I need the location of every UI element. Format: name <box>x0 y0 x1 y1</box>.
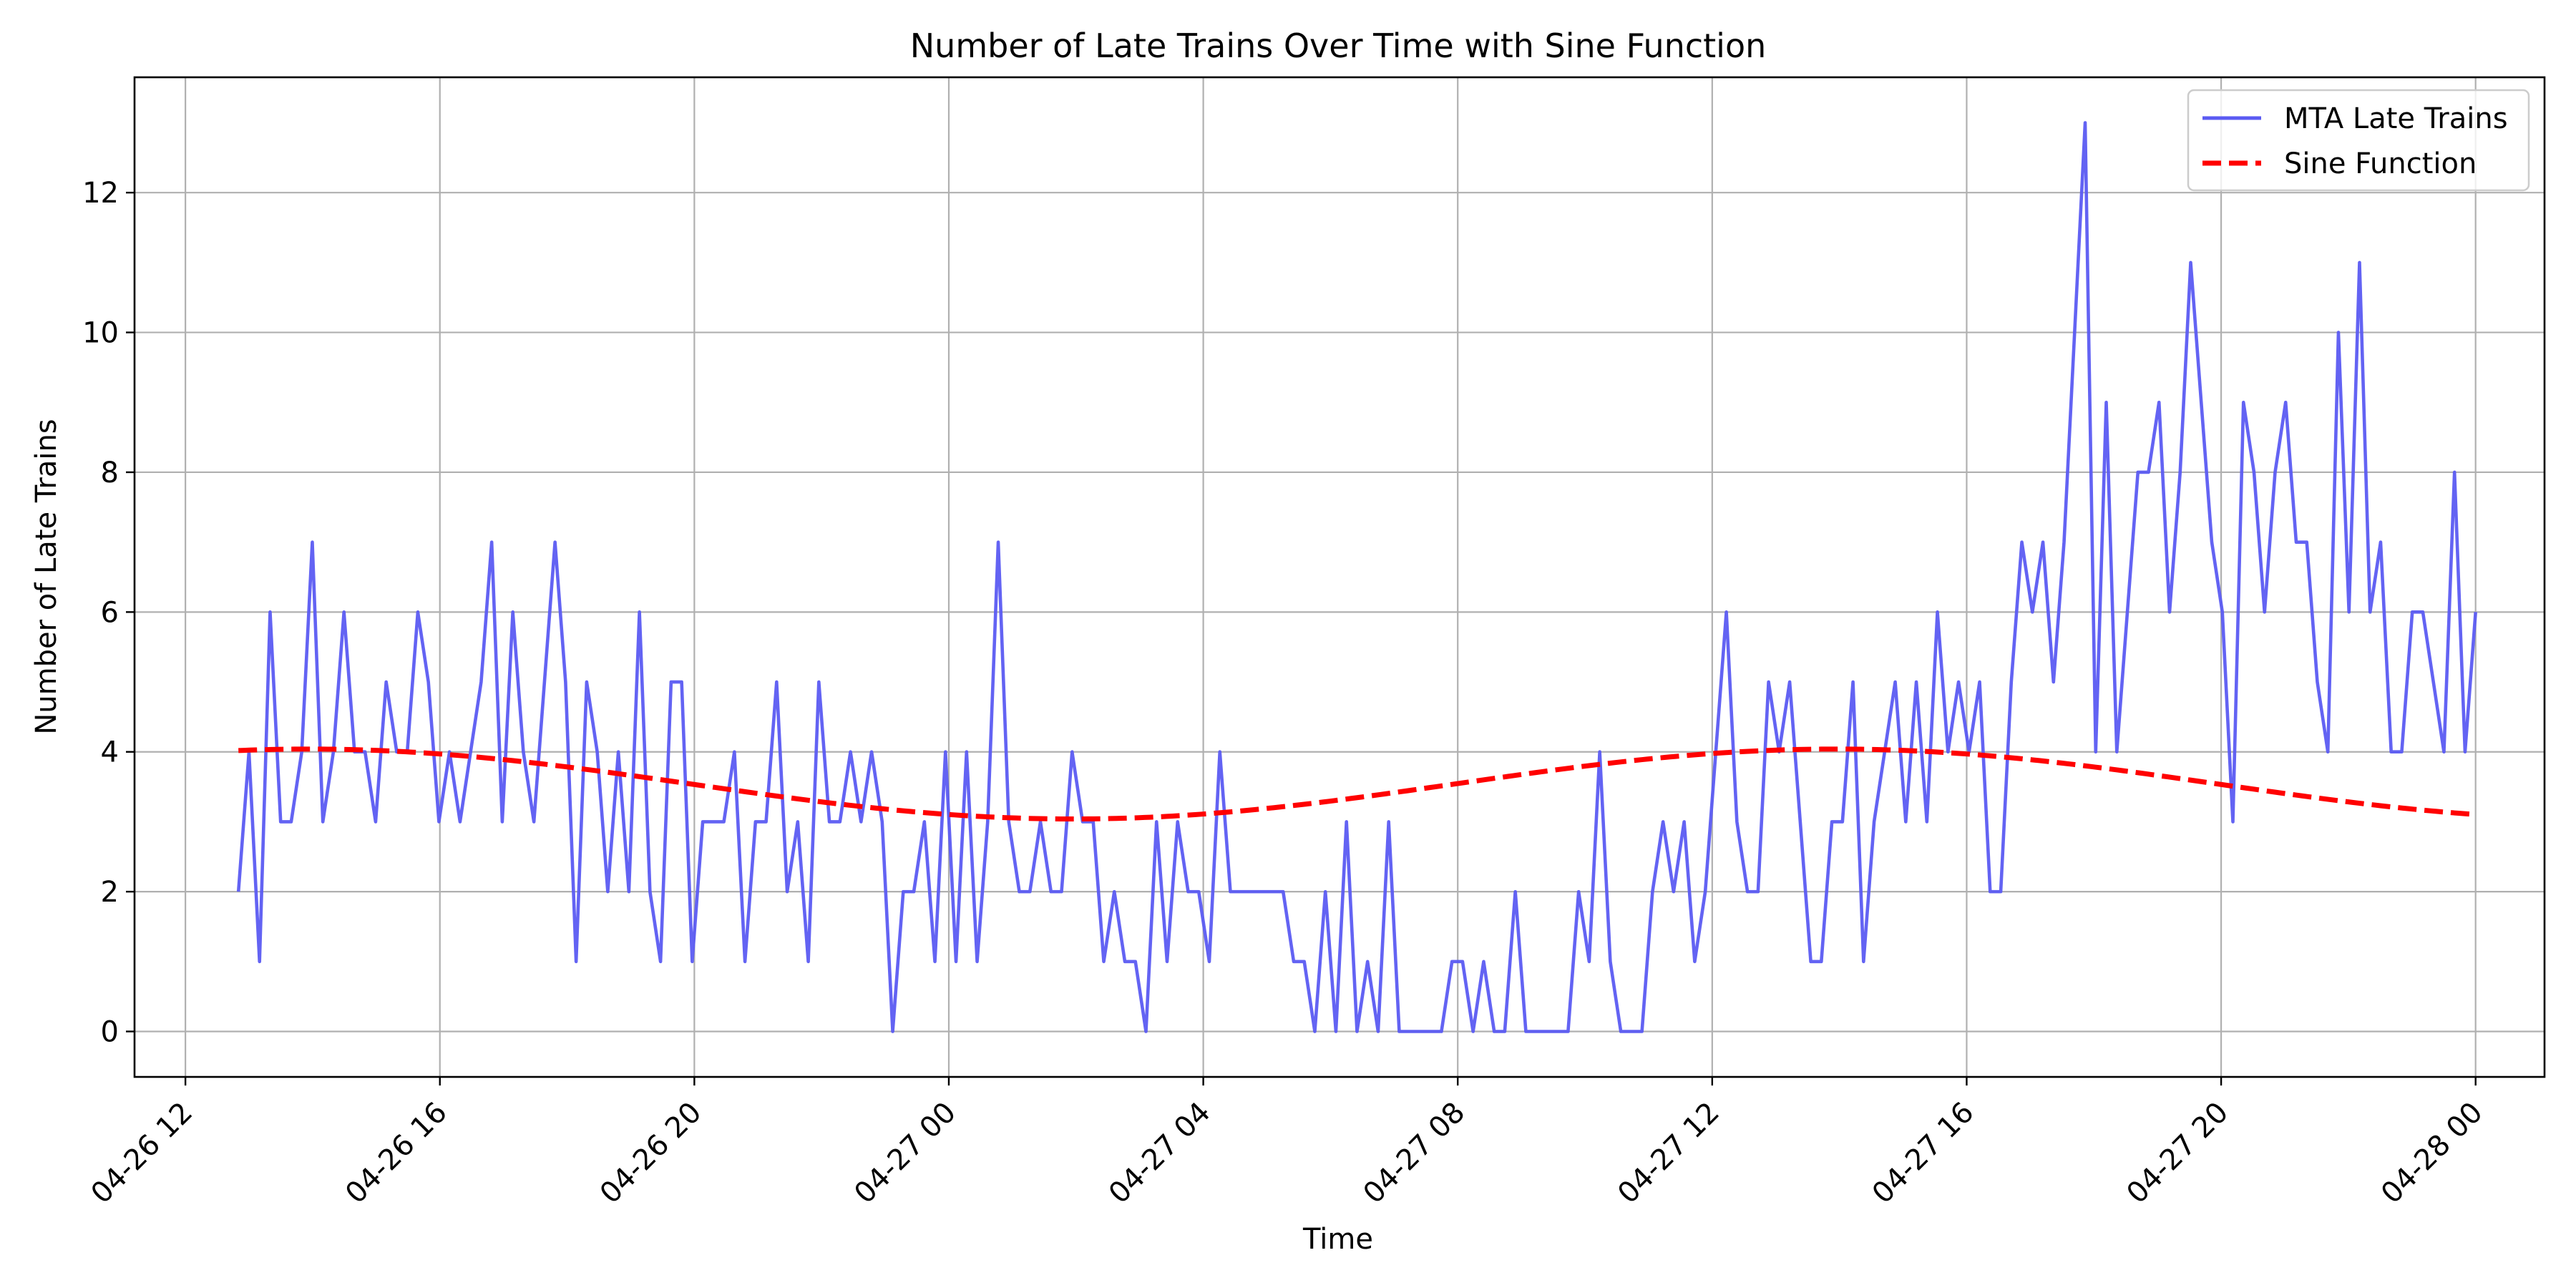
legend-label-sine: Sine Function <box>2284 147 2477 180</box>
y-tick-label: 10 <box>82 317 119 350</box>
series-line-sine-function <box>238 746 2476 822</box>
y-tick-label: 2 <box>101 876 119 909</box>
legend-box <box>2187 89 2530 192</box>
x-axis-label: Time <box>1302 1223 1373 1256</box>
chart-title: Number of Late Trains Over Time with Sin… <box>910 26 1767 65</box>
y-tick-label: 12 <box>82 177 119 210</box>
grid <box>135 77 2545 1077</box>
y-tick-label: 0 <box>101 1016 119 1049</box>
y-tick-label: 4 <box>101 736 119 769</box>
y-axis: 0 2 4 6 8 10 12 <box>82 177 135 1049</box>
y-tick-label: 6 <box>101 596 119 629</box>
legend-label-mta: MTA Late Trains <box>2284 102 2508 135</box>
y-axis-label: Number of Late Trains <box>30 419 63 734</box>
plot-area <box>236 121 2477 1033</box>
series-line-mta-late-trains <box>236 121 2477 1033</box>
legend: MTA Late Trains Sine Function <box>2187 89 2530 192</box>
y-tick-label: 8 <box>101 457 119 489</box>
plot-frame <box>133 76 2546 1078</box>
